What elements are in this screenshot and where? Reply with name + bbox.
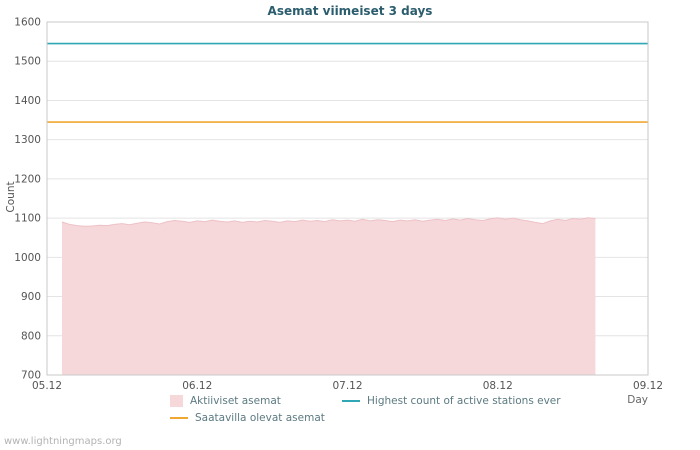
x-tick-label: 05.12 bbox=[32, 380, 62, 392]
legend-item-aktiiviset-asemat: Aktiiviset asemat bbox=[170, 395, 281, 407]
legend-label: Highest count of active stations ever bbox=[367, 395, 561, 407]
y-tick-label: 1400 bbox=[14, 95, 41, 107]
legend-item-saatavilla-olevat-asemat: Saatavilla olevat asemat bbox=[170, 412, 325, 424]
legend-item-highest-count: Highest count of active stations ever bbox=[342, 395, 561, 407]
watermark: www.lightningmaps.org bbox=[4, 436, 122, 447]
y-tick-label: 1200 bbox=[14, 173, 41, 185]
y-tick-label: 700 bbox=[21, 370, 41, 382]
area-edge-aktiiviset-asemat bbox=[61, 217, 596, 227]
line-swatch-icon bbox=[170, 417, 188, 419]
y-tick-label: 1300 bbox=[14, 134, 41, 146]
y-tick-label: 1600 bbox=[14, 17, 41, 29]
y-tick-label: 1000 bbox=[14, 252, 41, 264]
area-swatch-icon bbox=[170, 395, 183, 407]
legend-label: Aktiiviset asemat bbox=[190, 395, 281, 407]
x-tick-label: 08.12 bbox=[483, 380, 513, 392]
chart-legend: Aktiiviset asemat Highest count of activ… bbox=[0, 392, 700, 436]
y-tick-label: 1100 bbox=[14, 213, 41, 225]
y-axis-label: Count bbox=[5, 181, 17, 213]
y-tick-label: 800 bbox=[21, 330, 41, 342]
x-tick-label: 07.12 bbox=[332, 380, 362, 392]
plot-border bbox=[46, 21, 649, 376]
x-tick-label: 09.12 bbox=[633, 380, 663, 392]
y-tick-label: 1500 bbox=[14, 56, 41, 68]
area-aktiiviset-asemat bbox=[62, 217, 596, 375]
chart-title: Asemat viimeiset 3 days bbox=[267, 4, 433, 18]
y-tick-label: 900 bbox=[21, 291, 41, 303]
x-axis-label: Day bbox=[627, 394, 648, 406]
line-swatch-icon bbox=[342, 400, 360, 402]
legend-label: Saatavilla olevat asemat bbox=[195, 412, 325, 424]
x-tick-label: 06.12 bbox=[182, 380, 212, 392]
